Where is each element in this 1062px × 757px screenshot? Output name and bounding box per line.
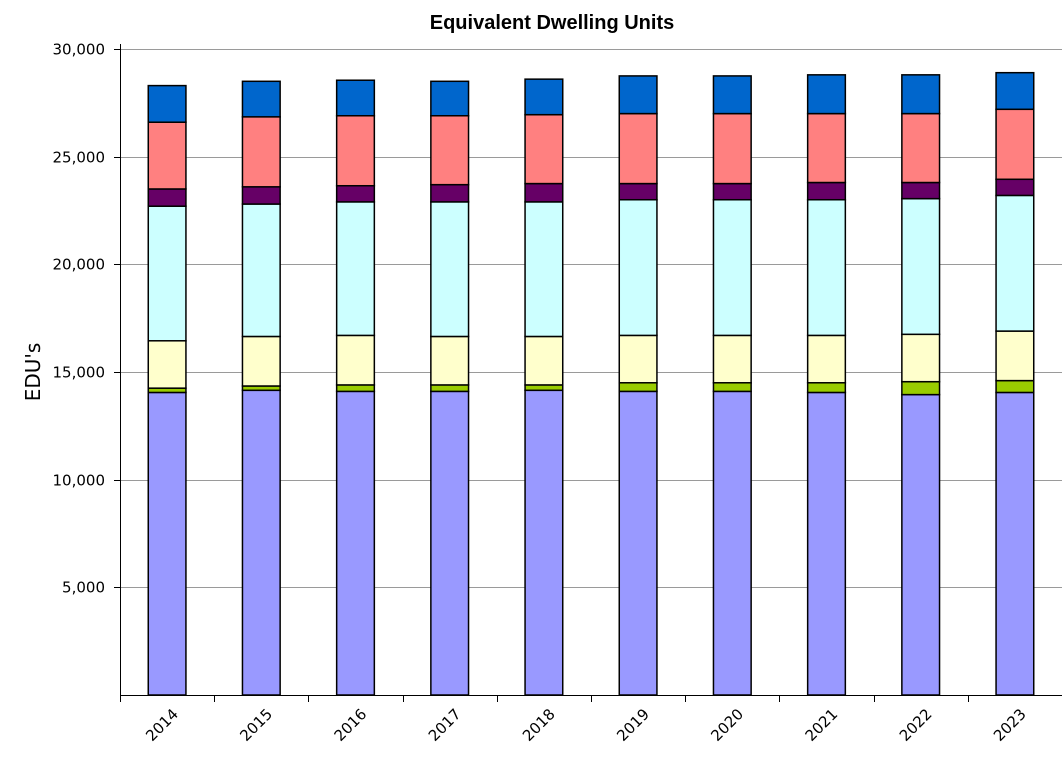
bar-segment-2023-s4 bbox=[995, 194, 1035, 332]
bar-segment-2019-s2 bbox=[618, 382, 658, 393]
bar-segment-2022-s3 bbox=[901, 333, 941, 383]
bar-segment-2014-s3 bbox=[147, 340, 187, 389]
bar-segment-2020-s5 bbox=[712, 182, 752, 201]
bar-segment-2022-s1 bbox=[901, 393, 941, 696]
y-tick-labels: 5,000 10,000 15,000 20,000 25,000 30,000 bbox=[53, 41, 106, 597]
bar-segment-2014-s6 bbox=[147, 121, 187, 190]
bar-segment-2021-s5 bbox=[806, 181, 847, 201]
bar-segment-2016-s5 bbox=[335, 184, 376, 203]
y-tick-label: 5,000 bbox=[62, 579, 105, 597]
bar-segment-2022-s7 bbox=[901, 74, 941, 115]
x-tick-labels: 2014 2015 2016 2017 2018 2019 2020 2021 2022 2023 bbox=[142, 705, 1030, 745]
x-tick-label: 2016 bbox=[331, 705, 371, 745]
x-tick-label: 2018 bbox=[519, 705, 559, 745]
bar-segment-2021-s7 bbox=[806, 74, 847, 115]
axes bbox=[114, 44, 1062, 702]
bar-segment-2018-s4 bbox=[524, 201, 564, 338]
bar-segment-2018-s5 bbox=[524, 182, 564, 203]
bar-segment-2016-s2 bbox=[335, 384, 376, 393]
bar-segment-2022-s4 bbox=[901, 197, 941, 336]
bar-segment-2023-s2 bbox=[995, 379, 1035, 394]
bar-segment-2020-s2 bbox=[712, 382, 752, 393]
x-tick-label: 2014 bbox=[142, 705, 182, 745]
x-tick-label: 2021 bbox=[802, 705, 842, 745]
x-tick-label: 2019 bbox=[613, 705, 653, 745]
bar-segment-2020-s4 bbox=[712, 198, 752, 337]
bar-segment-2022-s5 bbox=[901, 181, 941, 200]
bar-segment-2019-s5 bbox=[618, 182, 658, 201]
bar-segment-2023-s1 bbox=[995, 391, 1035, 696]
bar-segment-2018-s3 bbox=[524, 335, 564, 386]
y-tick-label: 25,000 bbox=[53, 149, 106, 167]
x-tick-label: 2015 bbox=[236, 705, 276, 745]
bar-segment-2023-s6 bbox=[995, 108, 1035, 181]
bar-segment-2020-s3 bbox=[712, 334, 752, 384]
bar-segment-2019-s6 bbox=[618, 112, 658, 185]
bar-segment-2019-s1 bbox=[618, 390, 658, 696]
bar-segment-2017-s7 bbox=[430, 80, 470, 117]
bar-segment-2014-s7 bbox=[147, 84, 187, 123]
bar-segment-2015-s3 bbox=[241, 335, 281, 387]
bar-segment-2015-s7 bbox=[241, 80, 281, 118]
bar-segment-2023-s3 bbox=[995, 330, 1035, 382]
bar-segment-2016-s6 bbox=[335, 115, 376, 187]
bar-segment-2021-s4 bbox=[806, 198, 847, 337]
bar-segment-2017-s1 bbox=[430, 390, 470, 696]
y-tick-label: 10,000 bbox=[53, 472, 106, 490]
y-tick-label: 30,000 bbox=[53, 41, 106, 59]
bar-segment-2014-s4 bbox=[147, 205, 187, 342]
bar-segment-2015-s4 bbox=[241, 203, 281, 338]
bar-segment-2019-s7 bbox=[618, 75, 658, 115]
bar-segment-2017-s5 bbox=[430, 183, 470, 203]
bar-segment-2023-s7 bbox=[995, 71, 1035, 111]
bar-segment-2017-s3 bbox=[430, 335, 470, 386]
bar-segment-2021-s6 bbox=[806, 112, 847, 184]
bar-segment-2016-s7 bbox=[335, 79, 376, 117]
bar-segment-2016-s1 bbox=[335, 390, 376, 696]
bar-segment-2014-s5 bbox=[147, 188, 187, 207]
bar-segment-2017-s4 bbox=[430, 201, 470, 338]
bar-segment-2017-s2 bbox=[430, 384, 470, 393]
bar-segment-2022-s6 bbox=[901, 112, 941, 184]
bar-segment-2021-s1 bbox=[806, 391, 847, 696]
y-tick-label: 15,000 bbox=[53, 364, 106, 382]
bar-segment-2015-s6 bbox=[241, 116, 281, 188]
bar-segment-2018-s2 bbox=[524, 384, 564, 392]
chart-title: Equivalent Dwelling Units bbox=[430, 12, 674, 34]
bar-segment-2020-s7 bbox=[712, 75, 752, 115]
bar-segment-2021-s3 bbox=[806, 334, 847, 384]
x-tick-label: 2023 bbox=[990, 705, 1030, 745]
y-axis-label: EDU's bbox=[21, 343, 45, 402]
bar-segment-2021-s2 bbox=[806, 382, 847, 394]
bar-segment-2019-s4 bbox=[618, 198, 658, 337]
bars bbox=[147, 71, 1035, 696]
bar-segment-2018-s1 bbox=[524, 389, 564, 696]
y-tick-label: 20,000 bbox=[53, 256, 106, 274]
bar-segment-2018-s7 bbox=[524, 78, 564, 116]
bar-segment-2016-s3 bbox=[335, 334, 376, 386]
bar-segment-2018-s6 bbox=[524, 113, 564, 185]
bar-segment-2023-s5 bbox=[995, 178, 1035, 197]
x-tick-label: 2017 bbox=[425, 705, 465, 745]
bar-segment-2020-s6 bbox=[712, 112, 752, 185]
x-tick-label: 2020 bbox=[707, 705, 747, 745]
bar-segment-2020-s1 bbox=[712, 390, 752, 696]
bar-segment-2016-s4 bbox=[335, 201, 376, 337]
x-tick-label: 2022 bbox=[896, 705, 936, 745]
bar-segment-2019-s3 bbox=[618, 334, 658, 384]
bar-segment-2015-s5 bbox=[241, 186, 281, 205]
bar-segment-2014-s1 bbox=[147, 391, 187, 696]
bar-segment-2022-s2 bbox=[901, 380, 941, 396]
bar-segment-2015-s1 bbox=[241, 389, 281, 696]
bar-segment-2017-s6 bbox=[430, 115, 470, 186]
